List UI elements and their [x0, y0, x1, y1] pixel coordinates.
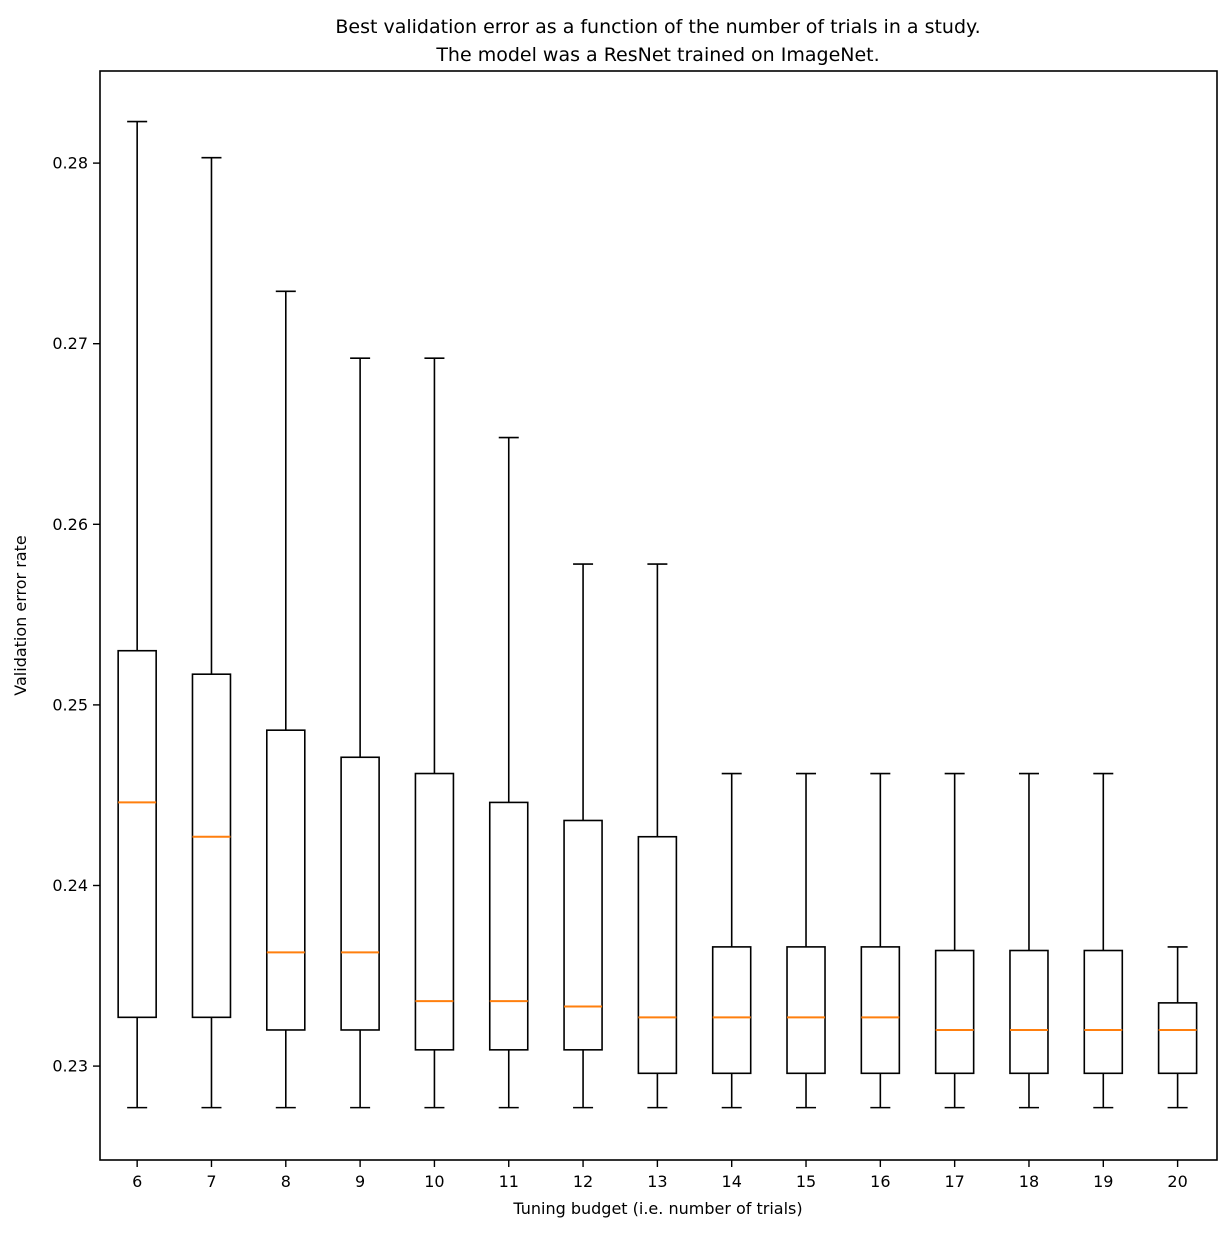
boxplot-trial-12 — [563, 563, 603, 1109]
plot-frame — [99, 70, 1218, 1161]
boxplot-trial-16 — [860, 772, 901, 1109]
x-tick-label: 6 — [132, 1172, 142, 1191]
x-tick-label: 7 — [206, 1172, 216, 1191]
iqr-box — [340, 756, 380, 1031]
y-tick-label: 0.28 — [52, 154, 88, 173]
y-axis-ticks: 0.23 0.24 0.25 0.26 0.27 0.28 — [52, 154, 100, 1076]
boxplot-trial-6 — [117, 120, 157, 1109]
y-tick-label: 0.23 — [52, 1057, 88, 1076]
boxplot-trial-18 — [1009, 772, 1049, 1109]
y-tick-label: 0.25 — [52, 695, 88, 714]
x-tick-label: 10 — [424, 1172, 444, 1191]
iqr-box — [488, 801, 529, 1051]
x-axis-label: Tuning budget (i.e. number of trials) — [512, 1199, 802, 1218]
x-tick-label: 11 — [499, 1172, 519, 1191]
chart-title-line2: The model was a ResNet trained on ImageN… — [435, 44, 879, 66]
boxplot-trial-10 — [414, 357, 455, 1109]
boxplot-trial-20 — [1157, 946, 1198, 1109]
y-axis-label: Validation error rate — [11, 535, 30, 695]
chart-title-line1: Best validation error as a function of t… — [335, 16, 980, 38]
x-tick-label: 8 — [281, 1172, 291, 1191]
x-tick-label: 19 — [1093, 1172, 1113, 1191]
iqr-box — [934, 949, 975, 1075]
y-tick-label: 0.27 — [52, 334, 88, 353]
boxplot-trial-13 — [637, 563, 678, 1109]
iqr-box — [786, 946, 826, 1075]
boxplot-trial-7 — [191, 156, 232, 1109]
iqr-box — [637, 835, 678, 1075]
iqr-box — [265, 729, 306, 1031]
iqr-box — [1157, 1002, 1198, 1075]
boxplot-trial-11 — [488, 436, 529, 1109]
x-tick-label: 15 — [796, 1172, 816, 1191]
boxplot-trial-8 — [265, 290, 306, 1109]
iqr-box — [414, 772, 455, 1051]
boxplot-trial-9 — [340, 357, 380, 1109]
boxplot-trial-17 — [934, 772, 975, 1109]
x-tick-label: 9 — [355, 1172, 365, 1191]
boxplot-boxes — [117, 120, 1198, 1109]
y-tick-label: 0.24 — [52, 876, 88, 895]
boxplot-trial-14 — [711, 772, 752, 1109]
iqr-box — [711, 946, 752, 1075]
iqr-box — [191, 673, 232, 1019]
x-tick-label: 17 — [944, 1172, 964, 1191]
boxplot-trial-15 — [786, 772, 826, 1109]
x-tick-label: 13 — [647, 1172, 667, 1191]
iqr-box — [563, 819, 603, 1051]
iqr-box — [1009, 949, 1049, 1075]
x-tick-label: 16 — [870, 1172, 890, 1191]
iqr-box — [860, 946, 901, 1075]
x-tick-label: 14 — [722, 1172, 742, 1191]
y-tick-label: 0.26 — [52, 515, 88, 534]
x-axis-ticks: 6 7 8 9 10 11 12 13 14 15 16 17 18 19 20 — [132, 1160, 1188, 1191]
iqr-box — [117, 649, 157, 1019]
boxplot-trial-19 — [1083, 772, 1124, 1109]
x-tick-label: 20 — [1167, 1172, 1187, 1191]
iqr-box — [1083, 949, 1124, 1075]
x-tick-label: 12 — [573, 1172, 593, 1191]
x-tick-label: 18 — [1019, 1172, 1039, 1191]
